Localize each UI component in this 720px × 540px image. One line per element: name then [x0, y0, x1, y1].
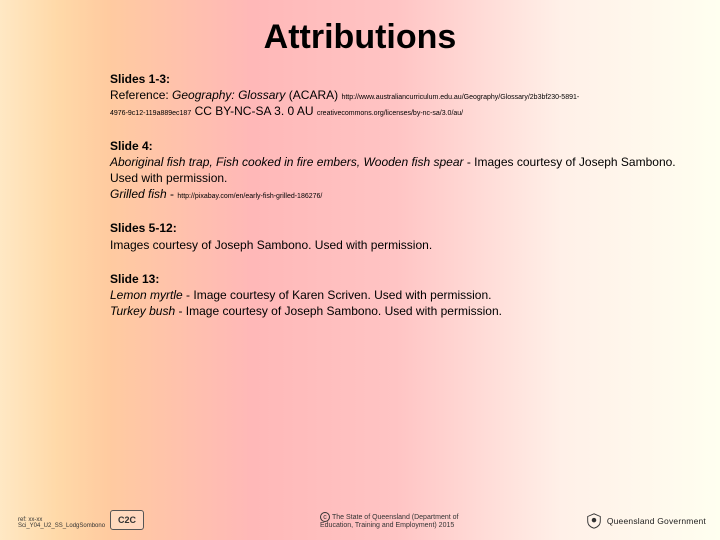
attribution-block-3: Slides 5-12: Images courtesy of Joseph S… [110, 220, 680, 252]
block1-reference-line2: 4976-9c12-119a889ec187 CC BY-NC-SA 3. 0 … [110, 103, 680, 119]
content-area: Slides 1-3: Reference: Geography: Glossa… [0, 71, 720, 319]
block2-heading: Slide 4: [110, 138, 680, 154]
b2-items: Aboriginal fish trap, Fish cooked in fir… [110, 155, 464, 169]
block4-heading: Slide 13: [110, 271, 680, 287]
copyright-icon: c [320, 512, 330, 522]
b4-credit2: - Image courtesy of Joseph Sambono. Used… [175, 304, 502, 318]
footer-right: Queensland Government [585, 512, 706, 530]
ref-url: http://www.australiancurriculum.edu.au/G… [341, 94, 579, 101]
b2-dash: - [167, 187, 178, 201]
footer-copyright: cThe State of Queensland (Department of … [320, 512, 458, 530]
footer-ref: ref: xx-xx [18, 517, 105, 524]
ref-org: (ACARA) [289, 88, 338, 102]
footer-left: ref: xx-xx Sci_Y04_U2_SS_LodgSombono [18, 517, 105, 530]
ref-url2: 4976-9c12-119a889ec187 [110, 110, 191, 117]
qld-gov-text: Queensland Government [607, 516, 706, 526]
ref-title: Geography: Glossary [172, 88, 285, 102]
footer-code: Sci_Y04_U2_SS_LodgSombono [18, 523, 105, 530]
b4-item2: Turkey bush [110, 304, 175, 318]
footer: ref: xx-xx Sci_Y04_U2_SS_LodgSombono C2C… [0, 504, 720, 532]
attribution-block-1: Slides 1-3: Reference: Geography: Glossa… [110, 71, 680, 120]
b4-credit1: - Image courtesy of Karen Scriven. Used … [183, 288, 492, 302]
attribution-block-2: Slide 4: Aboriginal fish trap, Fish cook… [110, 138, 680, 203]
qld-crest-icon [585, 512, 603, 530]
block1-reference-line: Reference: Geography: Glossary (ACARA) h… [110, 87, 680, 103]
b2-item2: Grilled fish [110, 187, 167, 201]
block3-heading: Slides 5-12: [110, 220, 680, 236]
block1-heading: Slides 1-3: [110, 71, 680, 87]
c2c-badge: C2C [110, 510, 144, 530]
block4-line1: Lemon myrtle - Image courtesy of Karen S… [110, 287, 680, 303]
ref-label: Reference: [110, 88, 169, 102]
block2-line2: Grilled fish - http://pixabay.com/en/ear… [110, 186, 680, 202]
license-text: CC BY-NC-SA 3. 0 AU [195, 104, 314, 118]
b4-item1: Lemon myrtle [110, 288, 183, 302]
copyright-line1: The State of Queensland (Department of [332, 514, 458, 521]
b2-url: http://pixabay.com/en/early-fish-grilled… [177, 193, 322, 200]
block2-line1: Aboriginal fish trap, Fish cooked in fir… [110, 154, 680, 186]
page-title: Attributions [0, 0, 720, 71]
copyright-line2: Education, Training and Employment) 2015 [320, 522, 454, 529]
attribution-block-4: Slide 13: Lemon myrtle - Image courtesy … [110, 271, 680, 320]
block3-line: Images courtesy of Joseph Sambono. Used … [110, 237, 680, 253]
license-url: creativecommons.org/licenses/by-nc-sa/3.… [317, 110, 463, 117]
block4-line2: Turkey bush - Image courtesy of Joseph S… [110, 303, 680, 319]
